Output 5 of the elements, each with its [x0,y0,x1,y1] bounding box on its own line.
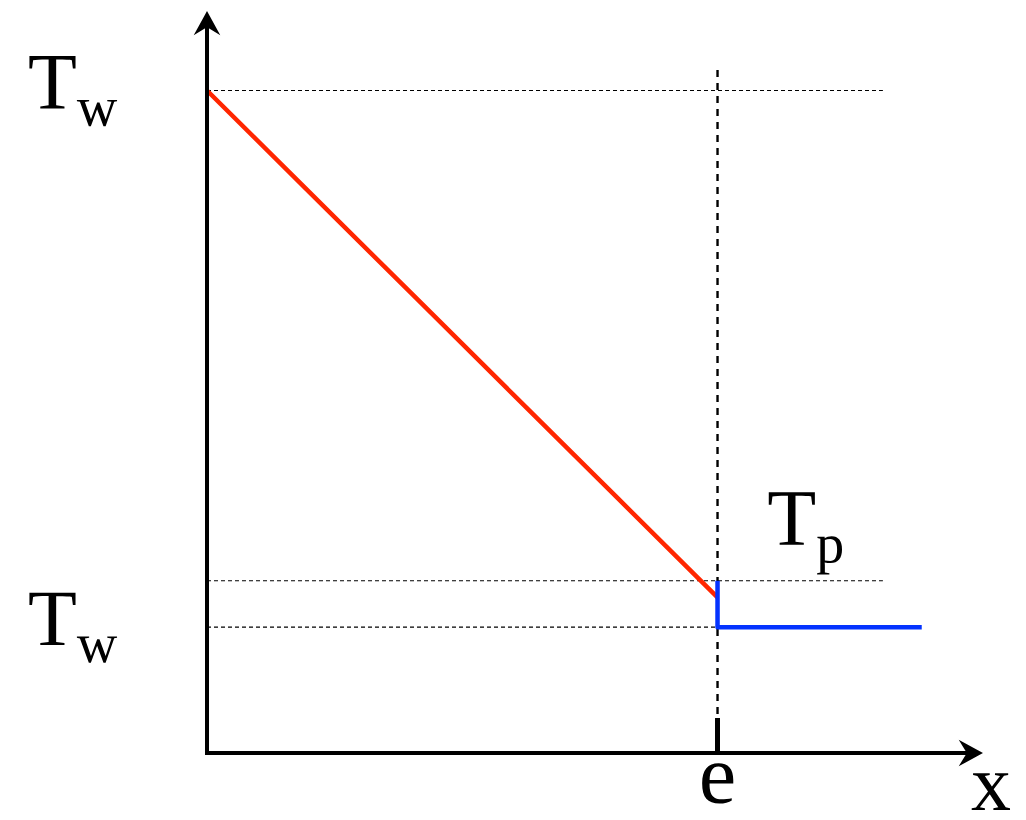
ref-line-label: T$_{w}$ [29,592,118,663]
ref-line-label: T$_{p}$ [768,492,843,575]
text: e [702,763,734,804]
ref-line-label: T$_{w}$ [29,56,118,127]
x-axis-title: x [971,773,1011,810]
